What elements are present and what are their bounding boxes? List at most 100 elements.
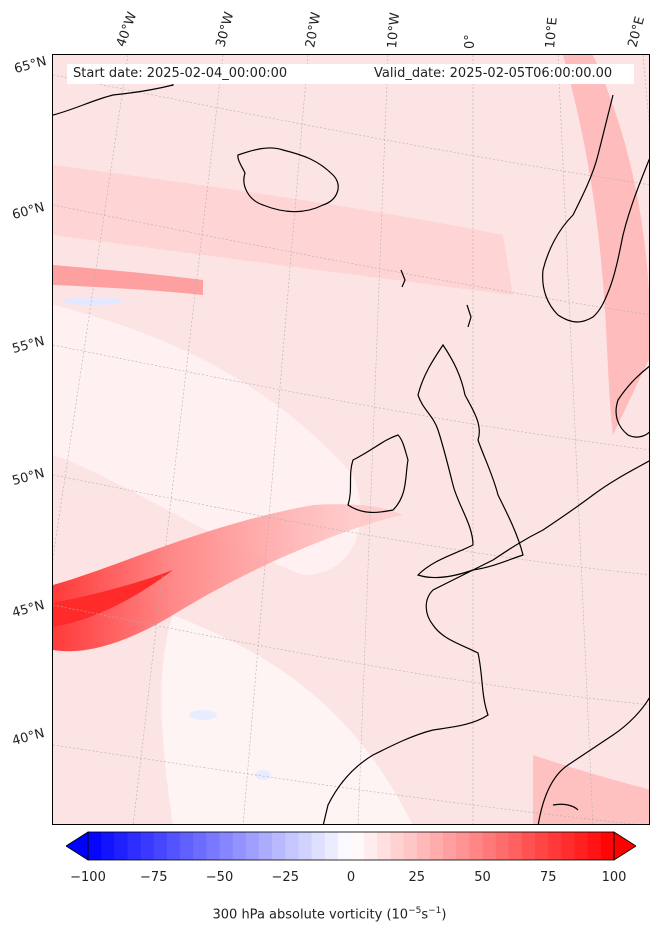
lon-label: 20°E [625, 14, 649, 50]
field-band-north [53, 165, 513, 295]
coast-shetland [466, 304, 472, 328]
colorbar-cell [101, 832, 115, 860]
start-date-label: Start date: 2025-02-04_00:00:00 [73, 66, 288, 81]
colorbar-tick-label: 50 [474, 870, 491, 885]
colorbar-max-extend [613, 831, 636, 861]
colorbar-cell [245, 832, 260, 860]
colorbar-cell [337, 832, 352, 860]
coast-greenland [53, 74, 174, 116]
lon-label: 0° [463, 34, 478, 49]
colorbar-cell [324, 832, 339, 860]
colorbar-tick-label: −25 [271, 870, 299, 885]
colorbar-cell [127, 832, 142, 860]
lon-label: 10°W [385, 11, 404, 49]
colorbar-cell [561, 832, 576, 860]
colorbar-title-exp2: −1 [428, 906, 442, 916]
colorbar-cell [600, 832, 615, 860]
colorbar-frame [87, 831, 615, 861]
colorbar-title-main: 300 hPa absolute vorticity (10 [212, 907, 409, 923]
info-box [67, 64, 634, 84]
colorbar-cell [443, 832, 457, 860]
valid-date-label: Valid_date: 2025-02-05T06:00:00.00 [374, 66, 613, 81]
colorbar-cell [456, 832, 470, 860]
colorbar-cell [193, 832, 207, 860]
colorbar-cell [390, 832, 405, 860]
coast-iberia-east [537, 697, 649, 824]
colorbar-cell [114, 832, 128, 860]
colorbar-cell [429, 832, 444, 860]
lon-label: 30°W [213, 10, 238, 49]
colorbar-cell [298, 832, 313, 860]
colorbar-cell [364, 832, 378, 860]
colorbar-title: 300 hPa absolute vorticity (10−5s−1) [0, 906, 659, 922]
colorbar-tick-label: 100 [601, 870, 627, 885]
colorbar-cell [272, 832, 286, 860]
colorbar-title-exp1: −5 [408, 906, 422, 916]
field-band-strong-north [53, 265, 203, 295]
field-negative-spot [63, 297, 123, 305]
colorbar-tick-label: −100 [70, 870, 106, 885]
colorbar-cell [521, 832, 536, 860]
lon-label: 20°W [303, 11, 325, 50]
lon-label: 10°E [543, 16, 561, 50]
field-band-east [563, 55, 649, 435]
lat-label: 40°N [10, 726, 47, 749]
colorbar-cell [495, 832, 510, 860]
colorbar-title-end: ) [441, 907, 447, 923]
colorbar-cell [258, 832, 273, 860]
lat-label: 60°N [10, 200, 47, 223]
field-jet-core [53, 570, 173, 627]
colorbar-cell [88, 832, 102, 860]
coast-great-britain [416, 343, 524, 579]
field-negative-spot [255, 770, 271, 780]
colorbar-cell [285, 832, 299, 860]
colorbar-title-unit: s [421, 907, 429, 923]
colorbar-cell [140, 832, 155, 860]
vorticity-field [53, 55, 649, 824]
colorbar-tick-label: −75 [140, 870, 168, 885]
lat-label: 55°N [10, 334, 47, 357]
lat-label: 45°N [10, 598, 47, 621]
colorbar-cell [574, 832, 589, 860]
colorbar-cell [153, 832, 168, 860]
field-negative-spot [189, 710, 217, 720]
colorbar-cell [232, 832, 247, 860]
colorbar-cell [482, 832, 497, 860]
colorbar-tick-label: −50 [205, 870, 234, 885]
field-band-southeast [533, 755, 649, 824]
colorbar-cell [508, 832, 523, 860]
lon-label: 40°W [113, 10, 141, 49]
colorbar-cell [548, 832, 562, 860]
field-light-region-south [161, 615, 412, 824]
coast-baleares [552, 803, 579, 811]
colorbar [66, 831, 636, 861]
colorbar-cell [587, 832, 602, 860]
colorbar-cell [219, 832, 234, 860]
coast-norway [542, 94, 649, 323]
colorbar-cell [403, 832, 418, 860]
colorbar-cell [535, 832, 549, 860]
coast-faroe [400, 269, 406, 288]
colorbar-cell [351, 832, 365, 860]
colorbar-cell [206, 832, 220, 860]
colorbar-tick-label: 75 [539, 870, 557, 885]
lat-label: 65°N [12, 54, 49, 77]
graticule [53, 55, 649, 824]
colorbar-cell [416, 832, 431, 860]
lat-label: 50°N [10, 466, 47, 489]
coast-ireland [347, 434, 409, 513]
colorbar-cell [311, 832, 326, 860]
field-jet-southwest [53, 504, 403, 652]
coast-iceland [237, 147, 339, 213]
coast-denmark [615, 365, 649, 438]
colorbar-tick-label: 0 [346, 870, 356, 885]
colorbar-cell [166, 832, 181, 860]
colorbar-min-extend [66, 831, 89, 861]
field-light-region [53, 305, 361, 575]
colorbar-cell [180, 832, 194, 860]
colorbar-cell [377, 832, 391, 860]
colorbar-cell [469, 832, 483, 860]
coastlines [53, 74, 649, 824]
map-panel [52, 54, 650, 825]
coast-continent [322, 460, 649, 824]
